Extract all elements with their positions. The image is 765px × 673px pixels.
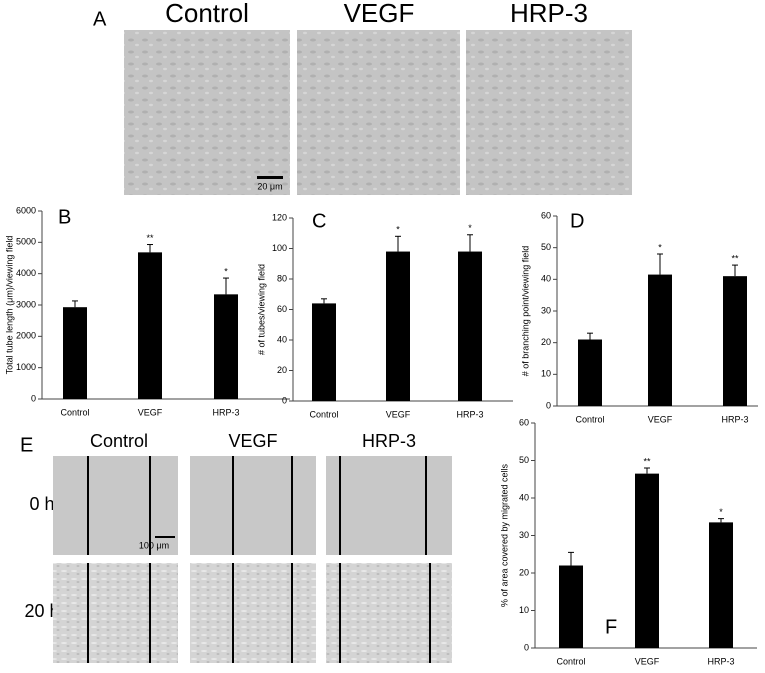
scale-label: 20 μm	[257, 181, 282, 191]
significance: **	[643, 456, 651, 466]
x-tick-label: VEGF	[635, 656, 660, 666]
y-tick-label: 0	[31, 393, 36, 403]
y-tick-label: 60	[277, 304, 287, 314]
y-tick-label: 40	[277, 334, 287, 344]
y-tick-label: 20	[541, 337, 551, 347]
column-header: VEGF	[228, 431, 277, 451]
scale-label: 100 μm	[139, 540, 169, 550]
y-axis-label: Total tube length (μm)/viewing field	[4, 236, 14, 375]
bar	[723, 276, 747, 406]
x-tick-label: Control	[309, 409, 338, 419]
y-tick-label: 0	[282, 395, 287, 405]
micrograph	[297, 30, 460, 195]
y-tick-label: 0	[524, 642, 529, 652]
bar	[709, 522, 733, 648]
bar	[458, 251, 482, 401]
y-tick-label: 10	[519, 605, 529, 615]
wound-images	[53, 456, 452, 663]
y-tick-label: 50	[519, 455, 529, 465]
bar	[559, 565, 583, 648]
bar	[635, 473, 659, 648]
bar	[578, 339, 602, 406]
bar	[214, 294, 238, 399]
bar	[63, 307, 87, 399]
y-tick-label: 4000	[16, 268, 36, 278]
y-tick-label: 40	[541, 274, 551, 284]
x-tick-label: VEGF	[138, 407, 163, 417]
micrograph	[190, 563, 316, 663]
y-axis-label: % of area covered by migrated cells	[499, 463, 509, 607]
y-tick-label: 20	[277, 365, 287, 375]
bar	[312, 303, 336, 401]
y-tick-label: 1000	[16, 362, 36, 372]
micrograph	[326, 563, 452, 663]
panel-label: D	[570, 210, 584, 232]
x-tick-label: HRP-3	[456, 409, 483, 419]
x-tick-label: Control	[60, 407, 89, 417]
significance: *	[224, 266, 228, 276]
panel-label: E	[20, 434, 33, 456]
x-tick-label: VEGF	[386, 409, 411, 419]
y-tick-label: 30	[519, 530, 529, 540]
column-header: Control	[165, 0, 249, 28]
y-tick-label: 5000	[16, 237, 36, 247]
panel-label: F	[605, 616, 617, 638]
x-tick-label: VEGF	[648, 414, 673, 424]
column-header: HRP-3	[510, 0, 588, 28]
y-tick-label: 100	[272, 243, 287, 253]
significance: *	[719, 507, 723, 517]
y-tick-label: 10	[541, 369, 551, 379]
micrograph	[124, 30, 290, 195]
row-header: 0 h	[29, 494, 54, 514]
bar	[648, 274, 672, 406]
y-tick-label: 0	[546, 400, 551, 410]
significance: **	[146, 233, 154, 243]
x-tick-label: HRP-3	[212, 407, 239, 417]
x-tick-label: Control	[556, 656, 585, 666]
y-tick-label: 30	[541, 305, 551, 315]
x-tick-label: HRP-3	[707, 656, 734, 666]
column-header: HRP-3	[362, 431, 416, 451]
y-tick-label: 3000	[16, 299, 36, 309]
micrograph	[466, 30, 632, 195]
significance: **	[731, 253, 739, 263]
scale-bar	[257, 176, 283, 179]
y-tick-label: 20	[519, 567, 529, 577]
y-axis-label: # of tubes/viewing field	[256, 264, 266, 355]
row-header: 20 h	[24, 601, 59, 621]
y-tick-label: 2000	[16, 331, 36, 341]
micrograph	[326, 456, 452, 555]
micrograph	[53, 563, 178, 663]
column-header: Control	[90, 431, 148, 451]
y-tick-label: 80	[277, 273, 287, 283]
bar	[138, 252, 162, 399]
x-tick-label: Control	[575, 414, 604, 424]
y-tick-label: 120	[272, 212, 287, 222]
x-tick-label: HRP-3	[721, 414, 748, 424]
micrograph	[190, 456, 316, 555]
significance: *	[468, 223, 472, 233]
scale-bar	[155, 536, 175, 538]
y-tick-label: 50	[541, 242, 551, 252]
bar	[386, 251, 410, 401]
micrograph	[53, 456, 178, 555]
y-axis-label: # of branching point/viewing field	[520, 246, 530, 377]
y-tick-label: 40	[519, 492, 529, 502]
panel-label: C	[312, 210, 326, 232]
panel-label: B	[58, 206, 71, 228]
y-tick-label: 60	[541, 210, 551, 220]
column-header: VEGF	[344, 0, 415, 28]
y-tick-label: 6000	[16, 205, 36, 215]
significance: *	[658, 242, 662, 252]
y-tick-label: 60	[519, 417, 529, 427]
significance: *	[396, 225, 400, 235]
panel-label: A	[93, 8, 107, 30]
